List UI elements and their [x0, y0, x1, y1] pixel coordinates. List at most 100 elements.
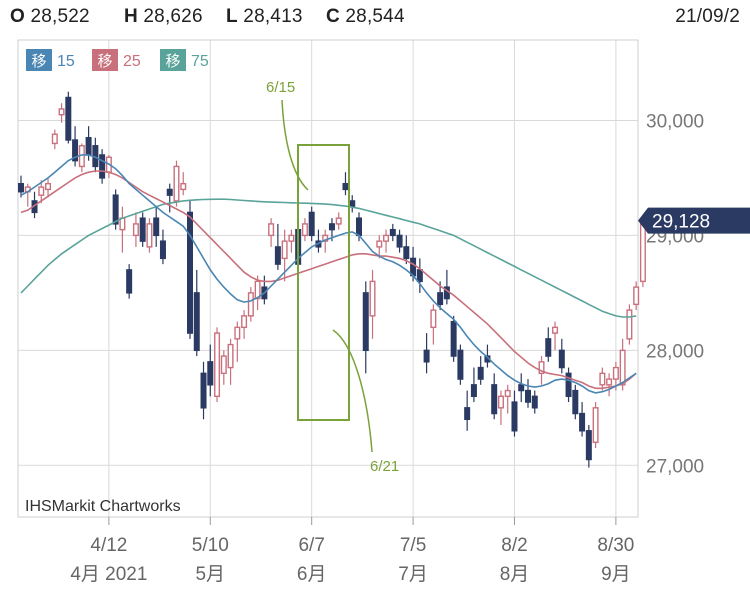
candle-body	[288, 234, 295, 242]
candle-body	[241, 315, 248, 329]
candle	[342, 172, 349, 196]
candle	[308, 206, 315, 242]
start-date-label: 6/15	[266, 79, 295, 96]
candle	[288, 229, 295, 253]
candle	[450, 315, 457, 362]
candle	[139, 212, 146, 247]
candle	[234, 321, 241, 362]
x-tick-label: 6/7	[298, 535, 324, 556]
candle-body	[220, 355, 227, 375]
candle	[153, 206, 160, 247]
candle	[112, 189, 119, 230]
candle	[200, 361, 207, 420]
current-price-badge: 29,128	[638, 207, 750, 234]
end-leader-line	[332, 329, 373, 453]
candle-body	[356, 217, 363, 237]
candle-body	[146, 223, 153, 248]
candle-body	[558, 349, 565, 369]
candle	[383, 229, 390, 253]
candle-body	[234, 326, 241, 340]
open-value: 28,522	[30, 6, 90, 27]
legend-item-ma15: 移 15	[26, 49, 75, 71]
candle	[491, 373, 498, 420]
x-tick-month-label: 9月	[601, 564, 631, 585]
candle-body	[599, 372, 606, 386]
candle-body	[200, 372, 207, 409]
candle	[65, 91, 72, 144]
candle	[220, 350, 227, 385]
candle	[315, 229, 322, 253]
open-label: O	[10, 6, 25, 27]
legend: 移 15 移 25 移 75	[26, 49, 209, 71]
candle-body	[99, 154, 106, 179]
candle-body	[65, 96, 72, 141]
price-badge-shape	[638, 207, 750, 234]
y-tick-label: 27,000	[646, 456, 704, 477]
watermark: IHSMarkit Chartworks	[25, 498, 181, 515]
candle	[45, 177, 52, 198]
candle	[396, 229, 403, 253]
candle	[241, 310, 248, 339]
close-value: 28,544	[345, 6, 405, 27]
candle	[159, 229, 166, 265]
candle-body	[281, 240, 288, 260]
candle	[599, 367, 606, 391]
plot-frame	[17, 39, 639, 518]
candle	[92, 137, 99, 173]
candle-body	[227, 343, 234, 369]
candle	[443, 269, 450, 305]
x-tick-label: 7/5	[400, 535, 426, 556]
candle-body	[633, 286, 640, 306]
candle-body	[579, 412, 586, 432]
candle-body	[18, 182, 25, 193]
candle-body	[85, 136, 92, 156]
x-tick-label: 8/2	[501, 535, 527, 556]
candle-body	[538, 361, 545, 375]
candle	[389, 223, 396, 242]
candle-body	[349, 200, 356, 208]
candle-body	[180, 182, 187, 191]
candle	[511, 390, 518, 437]
x-tick-label: 5/10	[192, 535, 229, 556]
legend-period-ma25: 25	[123, 53, 141, 70]
candle	[416, 258, 423, 293]
high-label: H	[124, 6, 138, 27]
candle	[579, 402, 586, 437]
candle-body	[518, 384, 525, 392]
date-readout: 21/09/2	[675, 6, 740, 27]
candle-body	[491, 384, 498, 415]
candle-body	[166, 188, 173, 196]
candle	[592, 402, 599, 449]
candle	[322, 229, 329, 253]
legend-badge-ma75: 移	[165, 53, 180, 70]
close-label: C	[326, 6, 340, 27]
candle	[119, 206, 126, 253]
candle	[585, 425, 592, 468]
candle-body	[396, 234, 403, 248]
annotation: 6/15 6/21	[266, 79, 399, 475]
candle	[423, 333, 430, 374]
candle	[186, 200, 193, 339]
candle-body	[403, 246, 410, 260]
candle	[146, 218, 153, 253]
candle-body	[51, 133, 58, 145]
candle	[72, 126, 79, 167]
candle-body	[389, 228, 396, 237]
grid	[18, 40, 638, 517]
candle-body	[45, 182, 52, 191]
candle	[531, 390, 538, 414]
candle-body	[511, 401, 518, 432]
candle	[518, 373, 525, 403]
high-readout: H 28,626	[124, 6, 203, 28]
candle	[497, 390, 504, 426]
candle	[214, 327, 221, 403]
candle-body	[193, 292, 200, 352]
candle	[173, 160, 180, 207]
legend-item-ma75: 移 75	[160, 49, 209, 71]
candle-body	[322, 234, 329, 242]
candle	[552, 321, 559, 351]
candle	[606, 373, 613, 397]
candle-body	[342, 182, 349, 191]
legend-swatch-ma25	[92, 49, 118, 71]
